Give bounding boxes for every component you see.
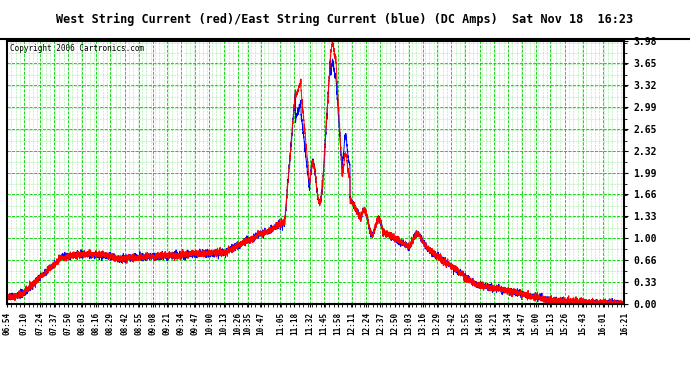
Text: West String Current (red)/East String Current (blue) (DC Amps)  Sat Nov 18  16:2: West String Current (red)/East String Cu…	[57, 13, 633, 26]
Text: Copyright 2006 Cartronics.com: Copyright 2006 Cartronics.com	[10, 44, 144, 53]
